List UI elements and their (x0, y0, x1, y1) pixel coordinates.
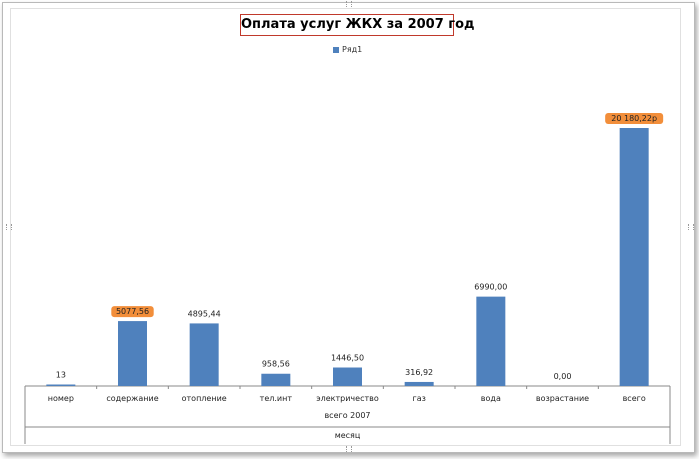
x-tick-label: вода (481, 394, 501, 403)
data-label-highlight (111, 306, 154, 318)
x-tick-label: возрастание (536, 394, 589, 403)
bar (476, 296, 506, 386)
data-label: 6990,00 (474, 283, 507, 292)
data-label: 5077,56 (116, 307, 149, 316)
data-label: 4895,44 (188, 309, 221, 318)
bar (46, 384, 76, 386)
x-tick-label: номер (48, 394, 74, 403)
x-tick-label: электричество (316, 394, 379, 403)
legend-label: Ряд1 (342, 45, 363, 54)
data-label: 13 (56, 371, 66, 380)
data-label-highlight (605, 113, 664, 124)
x-group-label: всего 2007 (324, 411, 370, 420)
resize-handle-bottom[interactable] (346, 446, 352, 452)
x-tick-label: тел.инт (260, 394, 293, 403)
bar (404, 381, 434, 386)
resize-handle-left[interactable] (6, 224, 12, 230)
bar (619, 128, 649, 386)
resize-handle-top[interactable] (346, 1, 352, 7)
data-label: 958,56 (262, 360, 290, 369)
x-tick-label: всего (623, 394, 646, 403)
plot-area-border (10, 8, 681, 446)
chart-title[interactable]: Оплата услуг ЖКХ за 2007 год (240, 14, 475, 36)
x-tick-label: отопление (182, 394, 227, 403)
x-tick-label: содержание (106, 394, 158, 403)
bar (333, 367, 362, 386)
x-axis-title: месяц (335, 431, 361, 440)
bar (118, 321, 147, 386)
data-label: 316,92 (405, 368, 433, 377)
legend-swatch (333, 46, 339, 53)
legend[interactable]: Ряд1 (333, 45, 362, 54)
data-label: 0,00 (554, 372, 572, 381)
bar (261, 373, 291, 386)
data-label: 1446,50 (331, 354, 364, 363)
x-tick-label: газ (412, 394, 425, 403)
resize-handle-right[interactable] (688, 224, 694, 230)
data-label: 20 180,22р (611, 114, 657, 123)
bar (189, 323, 219, 386)
